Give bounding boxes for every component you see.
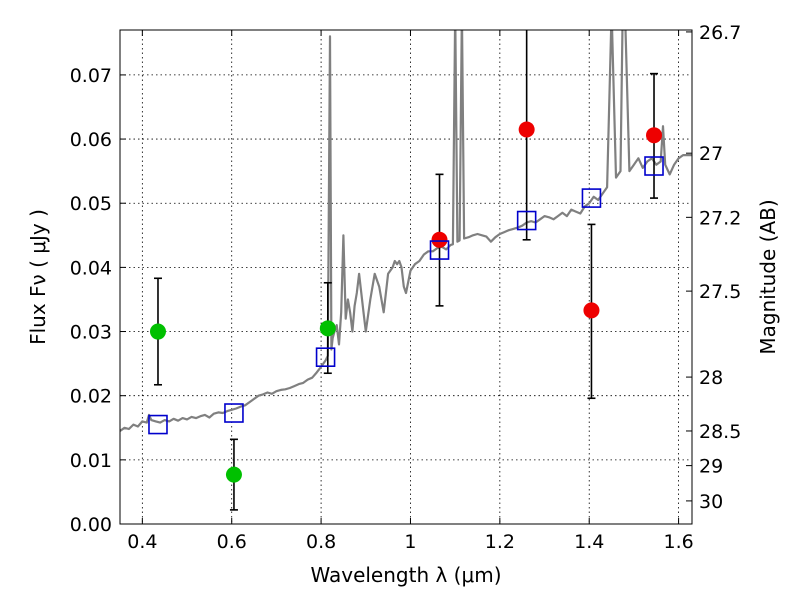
x-tick-label: 1.6 [663, 531, 693, 553]
y2-axis-label: Magnitude (AB) [756, 199, 780, 354]
model-spectrum [120, 30, 692, 432]
x-tick-label: 0.6 [217, 531, 247, 553]
axes: 0.4 0.6 0.8 1 1.2 1.4 1.6 0.00 0.01 0.02 0.03 0.04 0… [70, 22, 742, 553]
model-point [581, 188, 602, 208]
plot-frame [119, 29, 693, 525]
data-point [646, 127, 663, 144]
y-tick-label: 0.07 [70, 65, 112, 87]
x-axis-label: Wavelength λ (μm) [310, 563, 501, 587]
y2-tick-label: 28.5 [699, 421, 741, 443]
model-point [516, 210, 537, 231]
y-tick-label: 0.05 [70, 193, 112, 215]
data-point [149, 323, 166, 340]
grid [120, 30, 692, 525]
data-point [518, 121, 535, 138]
x-tick-label: 1.2 [485, 531, 515, 553]
data-point [225, 466, 242, 483]
y2-tick-label: 30 [699, 491, 723, 513]
model-point [644, 156, 664, 176]
y2-tick-label: 27 [699, 143, 723, 165]
y2-tick-label: 26.7 [699, 22, 741, 44]
y-tick-label: 0.06 [70, 129, 112, 151]
y2-tick-label: 27.5 [699, 281, 741, 303]
model-point [429, 240, 450, 260]
y-tick-label: 0.02 [70, 386, 112, 408]
y-tick-label: 0.01 [70, 450, 112, 472]
data-point [583, 302, 600, 319]
data-point [319, 320, 336, 337]
model-point [148, 414, 168, 435]
y2-tick-label: 28 [699, 367, 723, 389]
y-tick-label: 0.03 [70, 322, 112, 344]
y-axis-label: Flux Fν ( μJy ) [26, 209, 50, 345]
data-point [431, 231, 448, 248]
x-tick-label: 0.8 [306, 531, 336, 553]
y2-tick-label: 27.2 [699, 207, 741, 229]
x-tick-label: 1.4 [574, 531, 604, 553]
x-tick-label: 1 [404, 531, 416, 553]
y-tick-label: 0.04 [70, 257, 112, 279]
photometry-points [148, 30, 664, 511]
y2-tick-label: 29 [699, 456, 723, 478]
spectrum-line [120, 30, 692, 432]
model-point [315, 347, 336, 367]
model-point [224, 403, 244, 423]
y-tick-label: 0.00 [70, 514, 112, 536]
x-tick-label: 0.4 [127, 531, 157, 553]
